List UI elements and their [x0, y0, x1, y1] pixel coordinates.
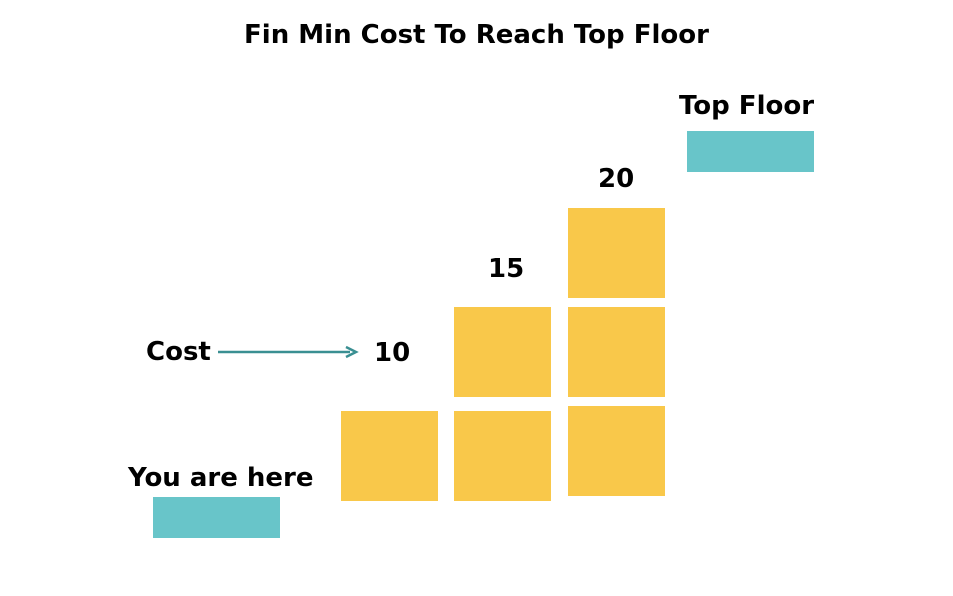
step-2-cost: 15 — [488, 254, 525, 284]
step-1-block-1 — [341, 411, 438, 501]
diagram-title: Fin Min Cost To Reach Top Floor — [244, 20, 709, 50]
step-2-block-1 — [454, 411, 551, 501]
step-3-cost: 20 — [598, 164, 635, 194]
cost-arrow — [218, 345, 359, 359]
start-platform — [153, 497, 280, 538]
cost-label: Cost — [146, 337, 211, 367]
you-are-here-label: You are here — [128, 463, 314, 493]
step-3-block-3 — [568, 208, 665, 298]
step-1-cost: 10 — [374, 338, 411, 368]
step-3-block-1 — [568, 406, 665, 496]
top-floor-platform — [687, 131, 814, 172]
top-floor-label: Top Floor — [679, 91, 815, 121]
cost-arrow-head — [345, 345, 359, 359]
step-3-block-2 — [568, 307, 665, 397]
step-2-block-2 — [454, 307, 551, 397]
